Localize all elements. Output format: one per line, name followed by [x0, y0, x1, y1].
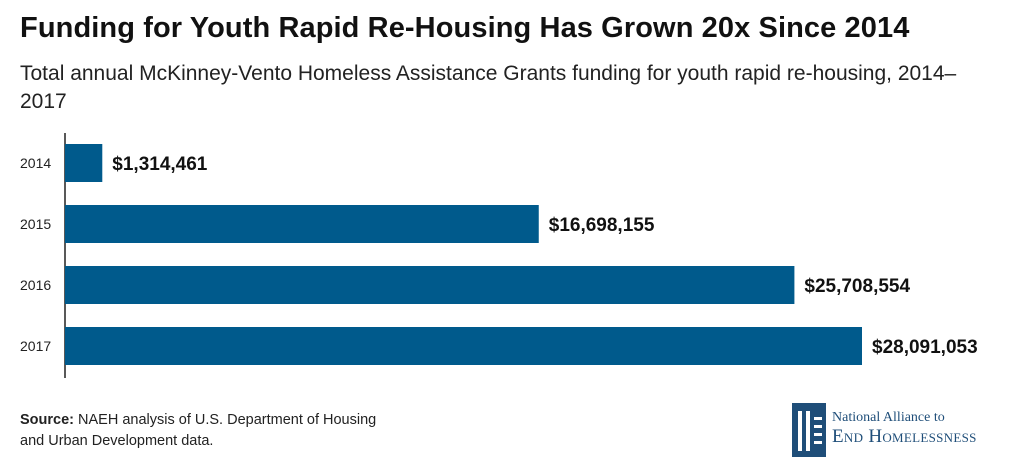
y-tick-label: 2016 — [20, 277, 51, 293]
bar-chart: 2014 $1,314,461 2015 $16,698,155 2016 $25,708… — [20, 133, 978, 378]
y-tick-label: 2014 — [20, 155, 51, 171]
data-label: $28,091,053 — [872, 337, 978, 358]
logo-line-2: End Homelessness — [832, 426, 977, 447]
bar — [65, 205, 539, 243]
data-label: $25,708,554 — [804, 276, 910, 297]
data-label: $1,314,461 — [112, 154, 208, 175]
source-text: NAEH analysis of U.S. Department of Hous… — [20, 412, 377, 449]
source-label: Source: — [20, 412, 74, 428]
naeh-logo: National Alliance to End Homelessness — [792, 403, 1017, 458]
bar — [65, 266, 795, 304]
source-note: Source: NAEH analysis of U.S. Department… — [20, 410, 400, 452]
y-tick-label: 2015 — [20, 216, 51, 232]
chart-subtitle: Total annual McKinney-Vento Homeless Ass… — [20, 62, 957, 113]
logo-wordmark: National Alliance to End Homelessness — [832, 409, 977, 448]
bar — [65, 144, 103, 182]
chart-title: Funding for Youth Rapid Re-Housing Has G… — [20, 12, 910, 44]
logo-line-1: National Alliance to — [832, 410, 945, 425]
building-logo-icon — [792, 403, 826, 457]
bar — [65, 327, 862, 365]
y-tick-label: 2017 — [20, 338, 51, 354]
data-label: $16,698,155 — [549, 215, 655, 236]
